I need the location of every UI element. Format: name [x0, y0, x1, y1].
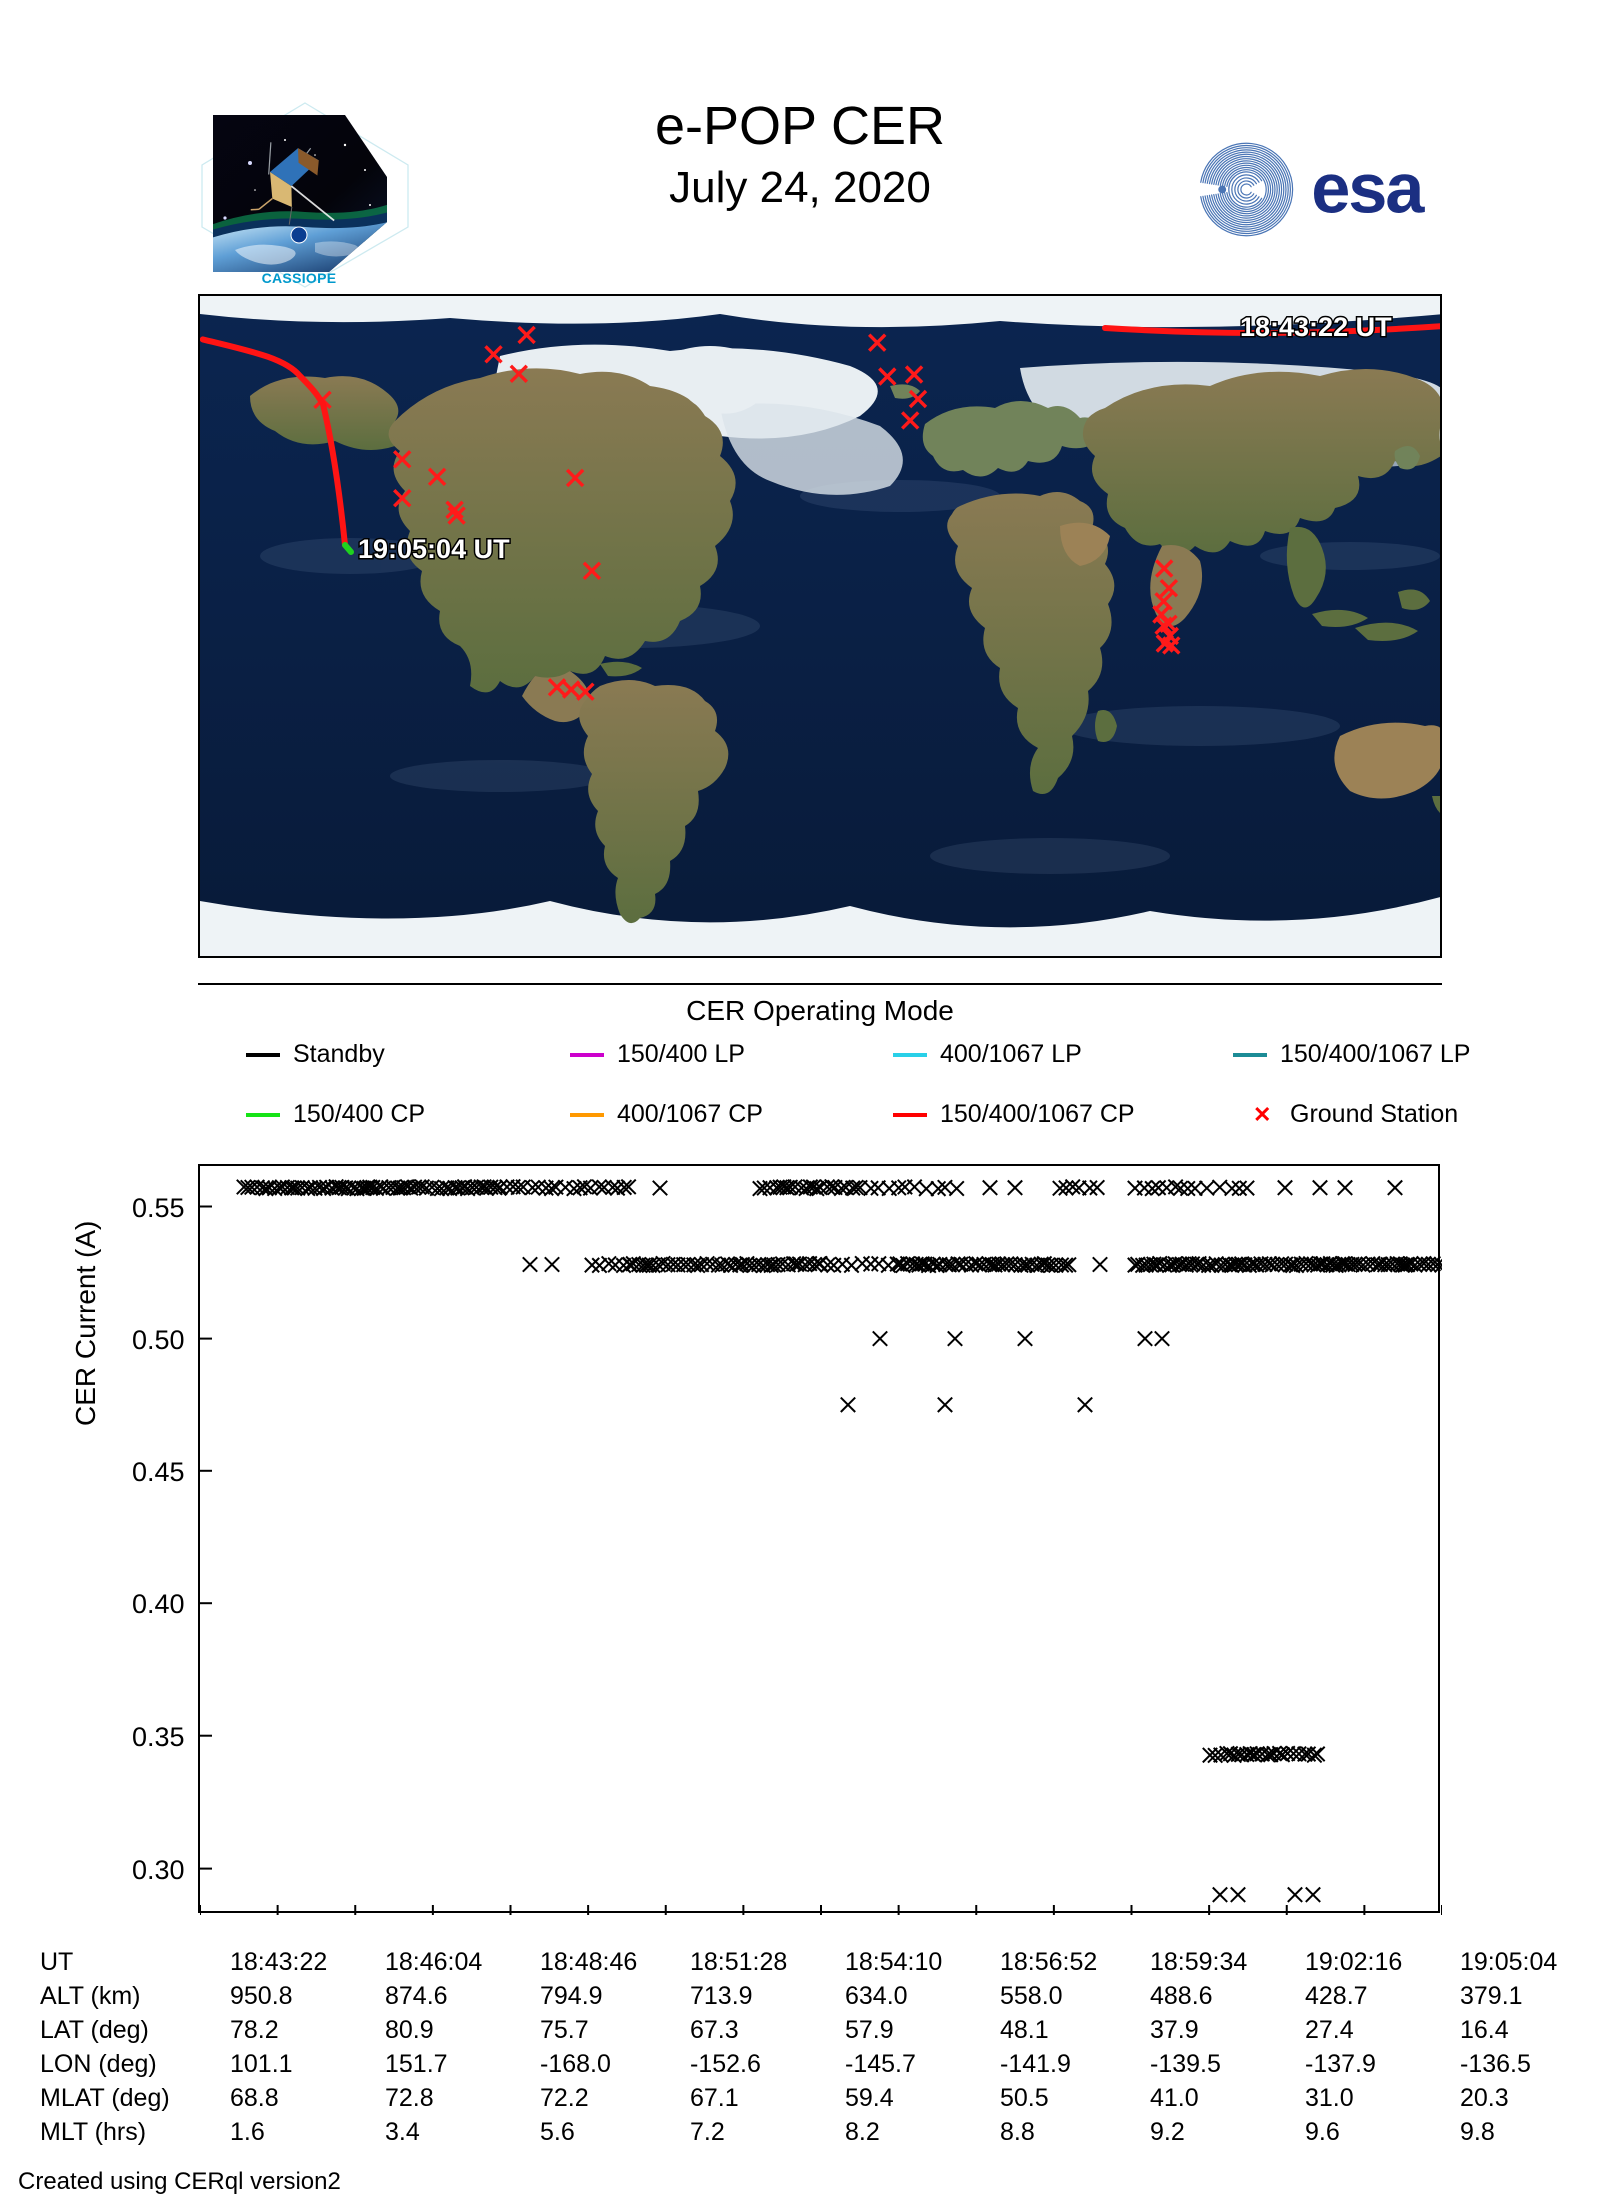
svg-text:esa: esa	[1311, 149, 1425, 228]
svg-text:18:43:22 UT: 18:43:22 UT	[1240, 312, 1392, 342]
svg-text:19:05:04 UT: 19:05:04 UT	[358, 534, 510, 564]
svg-text:CASSIOPE: CASSIOPE	[262, 270, 337, 286]
